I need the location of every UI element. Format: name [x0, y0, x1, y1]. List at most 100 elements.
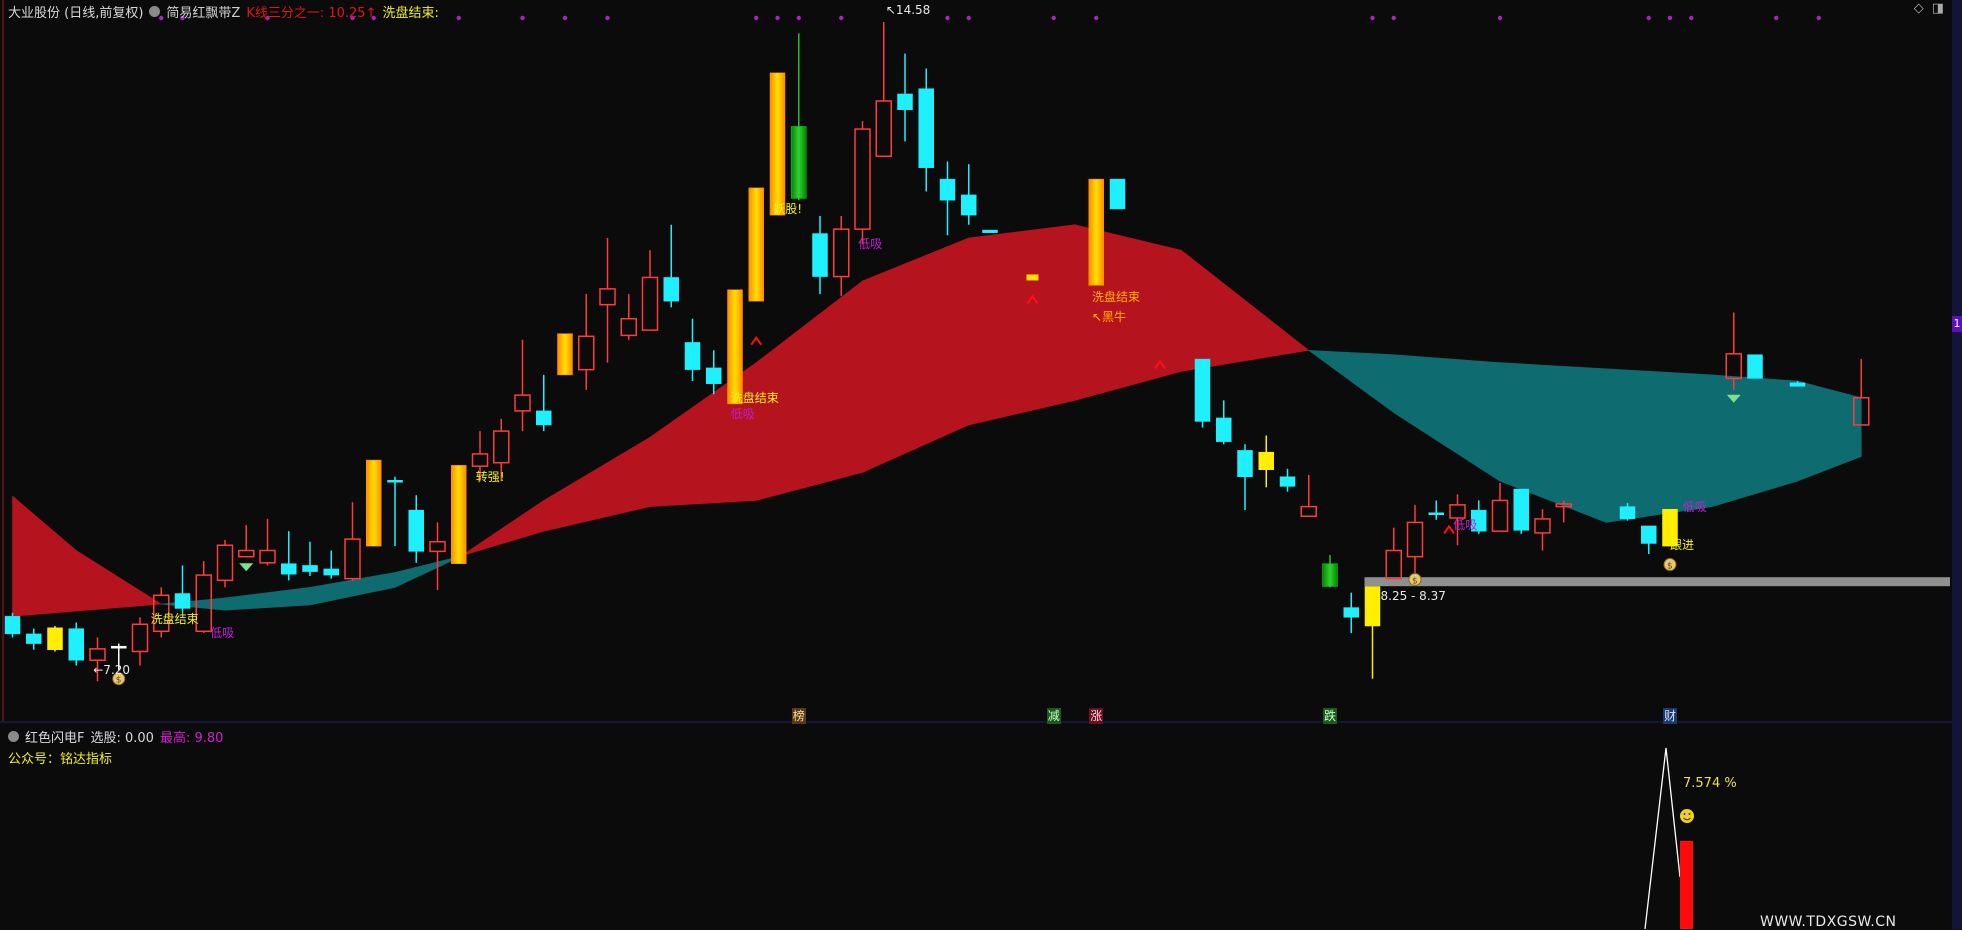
candle: [281, 531, 297, 581]
candle: [1088, 178, 1104, 286]
ribbon-band: [12, 224, 1862, 617]
signal-dot: [1774, 15, 1779, 21]
candle: [1725, 312, 1742, 390]
chart-annotation: ↖黑牛: [1092, 309, 1127, 324]
candle-body: [1385, 549, 1402, 580]
signal-dot: [1646, 15, 1651, 21]
candle-body: [1471, 509, 1487, 532]
candle-body: [1194, 358, 1211, 422]
kline-third-value: K线三分之一: 10.25↑: [246, 6, 377, 21]
candle: [429, 522, 446, 591]
candle-body: [1237, 450, 1253, 478]
signal-dot: [159, 15, 164, 21]
candle: [748, 187, 764, 302]
indicator-name[interactable]: 简易红飘带Z: [166, 6, 241, 21]
ribbon-segment: [161, 597, 226, 611]
candle: [854, 121, 871, 245]
signal-dot: [945, 15, 950, 21]
money-bag-symbol: $: [1412, 576, 1418, 586]
ribbon-segment: [862, 237, 970, 473]
panel-divider[interactable]: [0, 721, 1952, 723]
sub-indicator-name[interactable]: 红色闪电F: [25, 731, 85, 746]
signal-dot: [456, 15, 461, 21]
candle: [1385, 527, 1402, 580]
signal-dot: [1816, 15, 1821, 21]
diamond-icon: [1726, 394, 1741, 403]
candle-body: [1641, 525, 1657, 544]
candle: [26, 628, 42, 650]
signal-dot: [1391, 15, 1396, 21]
indicator-toggle-icon[interactable]: [149, 6, 161, 17]
panel-toggle-icon[interactable]: ◨: [1931, 1, 1944, 16]
diamond-icon: [239, 563, 254, 572]
candle-body: [216, 544, 234, 582]
signal-badge: 跌: [1323, 708, 1338, 724]
candle-body: [1216, 417, 1232, 442]
sub-indicator-toggle-icon[interactable]: [8, 731, 19, 742]
candle-body: [536, 410, 552, 426]
candle: [1491, 482, 1509, 532]
candle: [1343, 592, 1359, 634]
candle: [514, 339, 531, 432]
candle-body: [1853, 396, 1870, 426]
candle-body: [684, 342, 701, 370]
candle-body: [174, 593, 191, 609]
signal-dot: [796, 15, 801, 21]
ribbon-segment: [394, 556, 460, 588]
signal-dot: [966, 15, 971, 21]
chart-annotation: 妖股!: [773, 201, 803, 216]
chart-annotation: 低吸: [1682, 499, 1707, 514]
diamond-icon[interactable]: ◇: [1913, 1, 1924, 16]
candle: [153, 587, 170, 638]
candle: [1534, 509, 1551, 551]
candle: [684, 318, 701, 382]
candle-body: [1555, 503, 1572, 508]
candle: [111, 643, 127, 670]
candle-body: [1258, 451, 1274, 470]
candle: [1641, 525, 1657, 555]
right-marker[interactable]: 1: [1952, 316, 1962, 332]
candle: [47, 626, 63, 652]
candle-body: [1088, 178, 1104, 286]
candle-body: [281, 563, 297, 575]
chart-annotation: 洗盘结束: [730, 390, 779, 405]
candle-body: [323, 568, 339, 576]
indicator-line: [1644, 747, 1681, 929]
candle: [259, 518, 276, 566]
candle-body: [1534, 518, 1551, 534]
candle: [1300, 474, 1317, 518]
candle: [1789, 381, 1806, 387]
right-scrollbar[interactable]: [1952, 0, 1962, 929]
select-value: 选股: 0.00: [90, 731, 154, 746]
candle-body: [111, 645, 127, 649]
candle: [1428, 500, 1444, 520]
candle: [982, 229, 998, 233]
candle-body: [897, 93, 913, 110]
candle: [344, 502, 361, 582]
candle-body: [727, 289, 743, 405]
candle-body: [769, 72, 786, 216]
candle: [1513, 488, 1529, 534]
red-arrow-up-icon: [1154, 359, 1166, 369]
chart-annotation: ↖14.58: [885, 2, 931, 17]
candle-body: [1513, 488, 1529, 531]
stock-title[interactable]: 大业股份 (日线,前复权): [8, 6, 144, 21]
signal-badge: 榜: [791, 708, 806, 724]
candle: [1237, 444, 1253, 511]
candle-body: [366, 459, 382, 547]
candle: [1216, 400, 1232, 445]
markers: $ $ $: [112, 274, 1741, 686]
candle: [536, 374, 552, 432]
candle-body: [26, 633, 42, 644]
candle-body: [429, 540, 446, 553]
money-bag-icon: $: [1408, 572, 1422, 586]
candle: [833, 215, 850, 296]
yellow-flag-icon: [1026, 274, 1039, 281]
candle: [493, 418, 510, 482]
candle-body: [1491, 499, 1509, 532]
candlestick-chart[interactable]: $ $ $: [0, 0, 1952, 720]
red-arrow-up-icon: [750, 335, 763, 346]
candle-body: [875, 100, 892, 158]
candle-body: [153, 594, 170, 633]
candle-body: [195, 574, 212, 633]
